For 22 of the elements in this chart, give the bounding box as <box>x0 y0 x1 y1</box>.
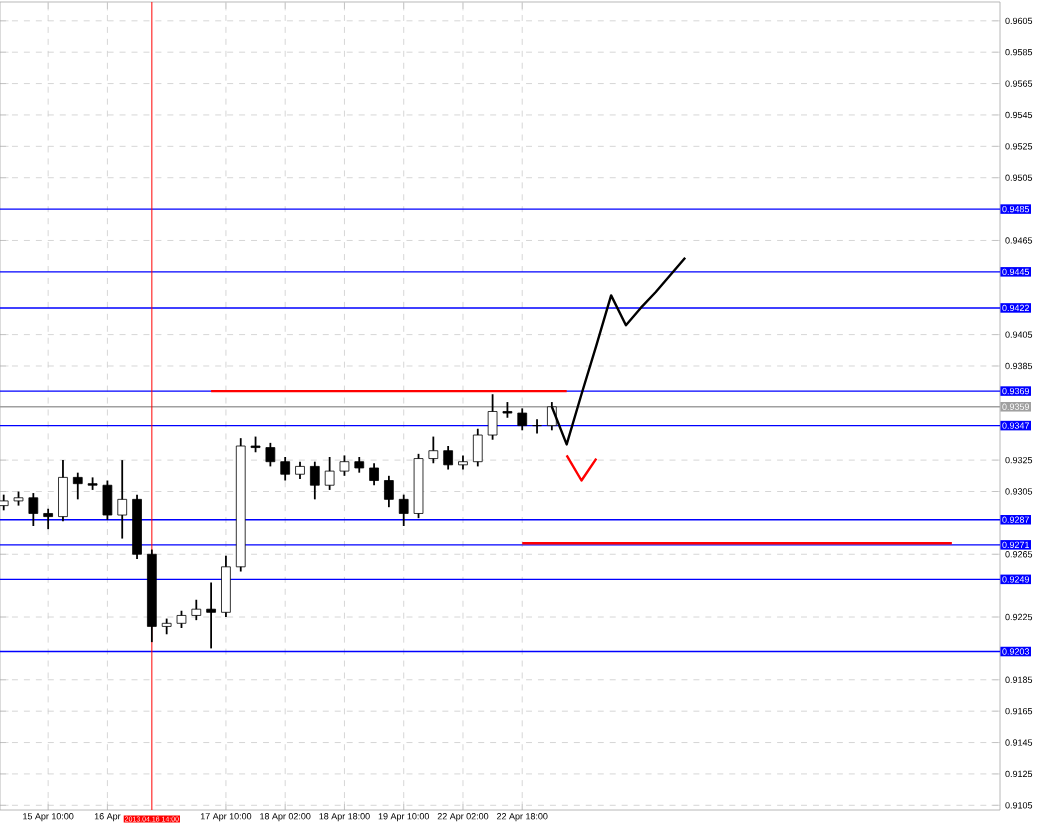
candlestick <box>43 507 53 531</box>
candlestick <box>265 441 276 468</box>
candlestick <box>398 493 409 527</box>
candlestick <box>309 460 320 501</box>
candlestick <box>102 479 113 521</box>
candlestick <box>191 598 202 622</box>
candlestick <box>384 474 394 509</box>
candlestick <box>72 471 83 501</box>
candlestick <box>28 492 39 527</box>
candlestick <box>428 435 439 465</box>
candlestick <box>324 456 335 491</box>
candlestick <box>280 456 291 482</box>
candlestick <box>206 581 216 650</box>
candlestick <box>369 462 379 487</box>
candlestick <box>58 459 68 523</box>
candlestick <box>117 459 128 540</box>
candlestick <box>517 407 528 432</box>
candlestick <box>472 427 483 468</box>
candlestick <box>487 393 498 441</box>
candlestick <box>221 554 231 618</box>
candlestick <box>443 445 453 471</box>
candlestick <box>339 454 350 477</box>
